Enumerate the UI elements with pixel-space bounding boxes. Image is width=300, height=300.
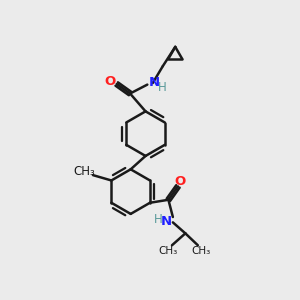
Text: CH₃: CH₃ xyxy=(74,165,95,178)
Text: H: H xyxy=(154,213,163,226)
Text: CH₃: CH₃ xyxy=(159,246,178,256)
Text: O: O xyxy=(104,74,116,88)
Text: CH₃: CH₃ xyxy=(192,246,211,256)
Text: O: O xyxy=(175,175,186,188)
Text: N: N xyxy=(161,215,172,228)
Text: H: H xyxy=(158,81,167,94)
Text: N: N xyxy=(148,76,159,89)
